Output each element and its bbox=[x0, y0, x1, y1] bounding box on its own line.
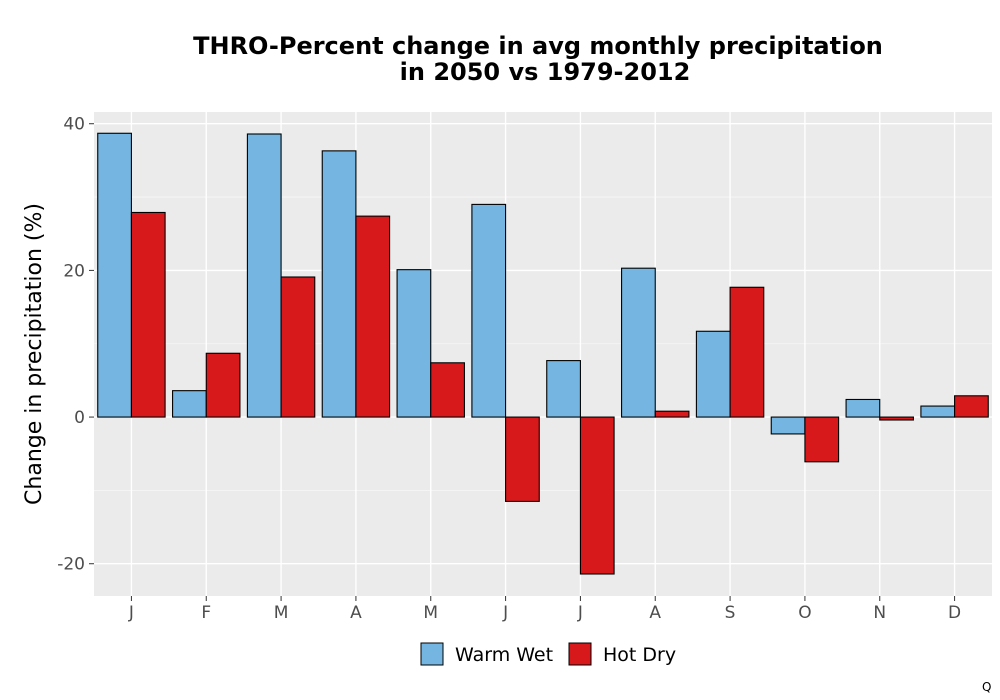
bar-warm-wet bbox=[172, 390, 207, 418]
bar-hot-dry bbox=[954, 395, 989, 418]
bar-hot-dry bbox=[729, 286, 765, 418]
plot-panel bbox=[94, 112, 992, 596]
bar-hot-dry bbox=[879, 416, 914, 421]
bar-hot-dry bbox=[430, 362, 465, 418]
x-tick-label: A bbox=[649, 603, 661, 623]
bar-warm-wet bbox=[471, 203, 507, 418]
y-tick-label: -20 bbox=[57, 555, 85, 575]
bar-hot-dry bbox=[130, 211, 166, 418]
y-axis-title: Change in precipitation (%) bbox=[22, 203, 47, 505]
bar-warm-wet bbox=[621, 267, 656, 418]
x-tick-label: M bbox=[274, 603, 289, 623]
bar-hot-dry bbox=[205, 352, 241, 418]
bar-hot-dry bbox=[804, 416, 840, 463]
y-tick-label: 20 bbox=[63, 261, 85, 281]
bar-hot-dry bbox=[280, 276, 316, 418]
bar-warm-wet bbox=[546, 360, 581, 418]
x-tick-label: M bbox=[423, 603, 438, 623]
x-tick-label: O bbox=[798, 603, 811, 623]
x-tick-label: S bbox=[725, 603, 736, 623]
x-tick-label: D bbox=[948, 603, 961, 623]
bar-warm-wet bbox=[770, 416, 806, 435]
bar-hot-dry bbox=[505, 416, 540, 502]
chart-title-line-1: THRO-Percent change in avg monthly preci… bbox=[193, 32, 883, 60]
bar-warm-wet bbox=[396, 269, 432, 418]
bar-warm-wet bbox=[695, 330, 731, 418]
corner-mark: Q bbox=[982, 680, 991, 694]
legend: Warm Wet Hot Dry bbox=[420, 642, 676, 666]
bar-warm-wet bbox=[321, 150, 357, 418]
x-tick-label: F bbox=[201, 603, 211, 623]
bar-hot-dry bbox=[654, 410, 690, 418]
bar-hot-dry bbox=[355, 215, 391, 418]
x-tick-label: J bbox=[577, 603, 583, 623]
x-tick-label: J bbox=[128, 603, 134, 623]
x-tick-label: J bbox=[502, 603, 508, 623]
bar-warm-wet bbox=[920, 405, 956, 418]
legend-swatch-warm-wet bbox=[420, 642, 444, 666]
bar-hot-dry bbox=[579, 416, 615, 575]
x-tick-label: A bbox=[350, 603, 362, 623]
legend-swatch-hot-dry bbox=[568, 642, 592, 666]
chart-title-line-2: in 2050 vs 1979-2012 bbox=[400, 58, 691, 86]
bar-warm-wet bbox=[845, 398, 881, 418]
x-tick-label: N bbox=[873, 603, 886, 623]
y-tick-label: 40 bbox=[63, 115, 85, 135]
legend-label-warm-wet: Warm Wet bbox=[455, 644, 553, 666]
bar-warm-wet bbox=[97, 132, 132, 418]
y-axis-ticks: -20 0 20 40 bbox=[57, 115, 94, 575]
y-tick-label: 0 bbox=[74, 408, 85, 428]
bars-layer bbox=[97, 132, 989, 575]
legend-label-hot-dry: Hot Dry bbox=[603, 644, 676, 666]
bar-warm-wet bbox=[246, 133, 282, 418]
